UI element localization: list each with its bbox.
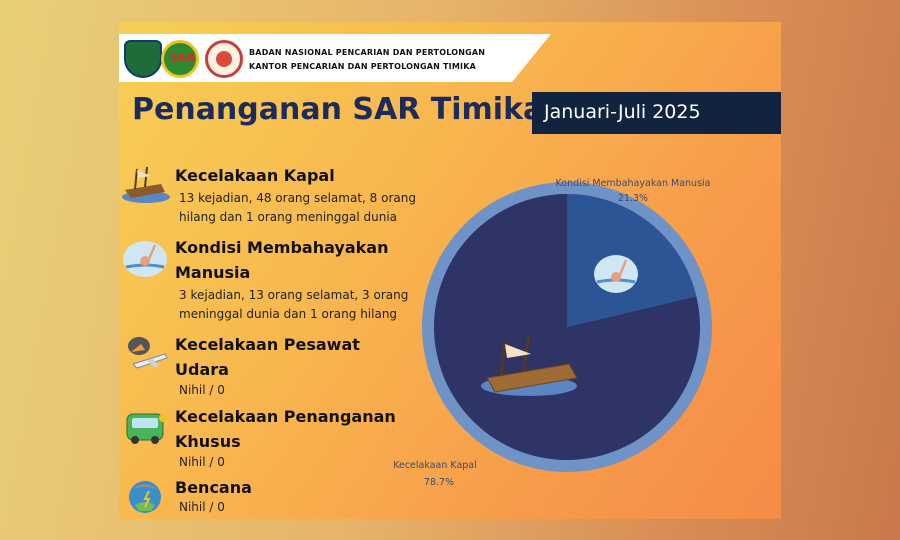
category-title-line: Udara: [175, 360, 229, 379]
agency-line-2: KANTOR PENCARIAN DAN PERTOLONGAN TIMIKA: [249, 62, 476, 71]
agency-names: BADAN NASIONAL PENCARIAN DAN PERTOLONGAN…: [249, 46, 485, 74]
slice-label: Kecelakaan Kapal: [393, 460, 477, 471]
infographic-card: SAR BADAN NASIONAL PENCARIAN DAN PERTOLO…: [119, 22, 781, 519]
category-title-line: Kondisi Membahayakan: [175, 238, 389, 257]
sar-logo: SAR: [161, 40, 199, 78]
category-desc-line: 3 kejadian, 13 orang selamat, 3 orang: [179, 288, 409, 302]
category-desc-line: hilang dan 1 orang meninggal dunia: [179, 210, 398, 224]
disaster-icon: [129, 481, 161, 513]
category-title-line: Bencana: [175, 478, 252, 497]
category-desc-line: 13 kejadian, 48 orang selamat, 8 orang: [179, 191, 416, 205]
category-title-line: Kecelakaan Pesawat: [175, 335, 360, 354]
sinking-ship-icon: [481, 335, 578, 396]
category-desc-line: Nihil / 0: [179, 500, 225, 514]
category-desc-line: Nihil / 0: [179, 383, 225, 397]
plane-crash-icon: [128, 337, 168, 369]
vehicle-accident-icon: [126, 413, 167, 444]
category-title-line: Kecelakaan Penanganan: [175, 407, 396, 426]
category-title-line: Khusus: [175, 432, 241, 451]
sinking-ship-icon: [122, 166, 170, 203]
category-title-line: Kecelakaan Kapal: [175, 166, 335, 185]
pie-slice-0: [567, 194, 697, 327]
drowning-person-icon: [123, 241, 167, 277]
category-title-line: Manusia: [175, 263, 251, 282]
agency-line-1: BADAN NASIONAL PENCARIAN DAN PERTOLONGAN: [249, 48, 486, 57]
slice-value-label: 21.3%: [618, 193, 648, 204]
sar-logo-text: SAR: [170, 51, 195, 64]
period-badge: Januari-Juli 2025: [532, 92, 781, 134]
slice-value-label: 78.7%: [424, 477, 454, 488]
category-desc-line: meninggal dunia dan 1 orang hilang: [179, 307, 398, 321]
category-desc-line: Nihil / 0: [179, 455, 225, 469]
pie-chart: Kondisi Membahayakan Manusia 21.3% Kecel…: [393, 178, 712, 488]
drowning-person-icon: [594, 255, 638, 293]
page-title: Penanganan SAR Timika: [132, 92, 544, 127]
kantor-sar-logo: [205, 40, 243, 78]
slice-label: Kondisi Membahayakan Manusia: [556, 178, 711, 189]
